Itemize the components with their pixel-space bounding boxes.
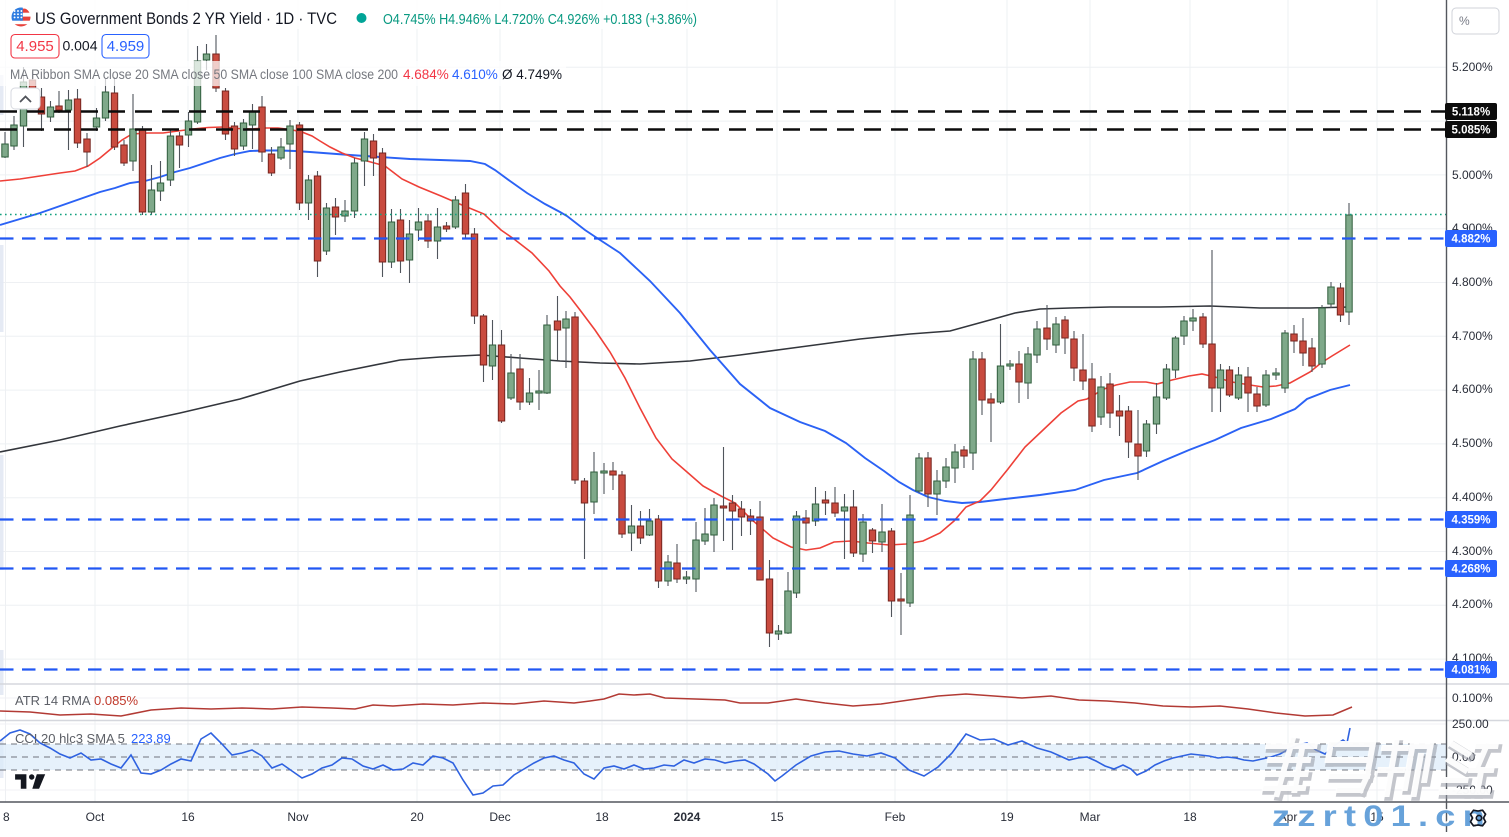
svg-text:20: 20 <box>410 810 424 824</box>
svg-text:0.085%: 0.085% <box>94 693 139 708</box>
svg-text:5.200%: 5.200% <box>1452 60 1493 74</box>
svg-text:5.000%: 5.000% <box>1452 168 1493 182</box>
svg-text:Apr: Apr <box>1279 810 1298 824</box>
svg-text:4.400%: 4.400% <box>1452 490 1493 504</box>
svg-text:4.200%: 4.200% <box>1452 597 1493 611</box>
svg-text:0.100%: 0.100% <box>1452 691 1493 705</box>
svg-text:4.700%: 4.700% <box>1452 329 1493 343</box>
svg-text:zzrt01.cn: zzrt01.cn <box>1271 799 1491 832</box>
svg-text:4.268%: 4.268% <box>1451 564 1490 576</box>
svg-text:18: 18 <box>1183 810 1197 824</box>
svg-text:5.085%: 5.085% <box>1451 125 1490 137</box>
svg-text:19: 19 <box>1000 810 1014 824</box>
svg-text:Mar: Mar <box>1080 810 1101 824</box>
svg-text:4.800%: 4.800% <box>1452 275 1493 289</box>
svg-text:4.959: 4.959 <box>107 38 145 55</box>
svg-text:Nov: Nov <box>287 810 308 824</box>
svg-text:0.004: 0.004 <box>62 38 97 54</box>
svg-text:4.359%: 4.359% <box>1451 515 1490 527</box>
svg-text:223.89: 223.89 <box>131 731 171 746</box>
svg-text:Dec: Dec <box>489 810 510 824</box>
svg-text:%: % <box>1459 14 1470 28</box>
svg-text:O4.745% H4.946% L4.720% C4.926: O4.745% H4.946% L4.720% C4.926% +0.183 (… <box>383 11 697 28</box>
svg-text:250.00: 250.00 <box>1452 717 1489 731</box>
svg-text:4.955: 4.955 <box>16 38 54 55</box>
svg-text:18: 18 <box>595 810 609 824</box>
svg-text:5.118%: 5.118% <box>1452 107 1490 119</box>
svg-text:MA Ribbon SMA close 20 SMA clo: MA Ribbon SMA close 20 SMA close 50 SMA … <box>10 67 398 82</box>
svg-text:4.300%: 4.300% <box>1452 544 1493 558</box>
svg-text:2024: 2024 <box>674 810 701 824</box>
svg-text:4.600%: 4.600% <box>1452 382 1493 396</box>
svg-text:Oct: Oct <box>86 810 105 824</box>
svg-text:zzrt01.cn: zzrt01.cn <box>1272 800 1492 832</box>
svg-text:US Government Bonds 2 YR Yield: US Government Bonds 2 YR Yield · 1D · TV… <box>35 9 337 28</box>
svg-text:Feb: Feb <box>885 810 906 824</box>
svg-text:15: 15 <box>770 810 784 824</box>
svg-text:4.500%: 4.500% <box>1452 436 1493 450</box>
svg-text:4.081%: 4.081% <box>1451 665 1490 677</box>
svg-text:CCI 20 hlc3 SMA 5: CCI 20 hlc3 SMA 5 <box>15 731 125 746</box>
svg-text:8: 8 <box>3 810 10 824</box>
svg-text:15: 15 <box>1370 810 1384 824</box>
svg-text:4.882%: 4.882% <box>1451 234 1490 246</box>
svg-text:16: 16 <box>181 810 195 824</box>
svg-text:4.610%: 4.610% <box>452 67 498 82</box>
svg-text:4.684%: 4.684% <box>403 67 449 82</box>
svg-text:Ø 4.749%: Ø 4.749% <box>502 67 562 82</box>
svg-text:ATR 14 RMA: ATR 14 RMA <box>15 693 91 708</box>
